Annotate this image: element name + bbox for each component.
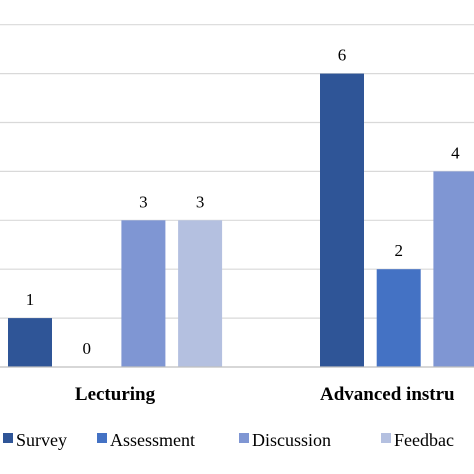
legend-swatch (3, 433, 13, 443)
bar-assessment-advanced-instru (376, 269, 421, 367)
bar-survey-lecturing (8, 318, 52, 367)
category-labels: Lecturing Advanced instru (75, 384, 455, 405)
legend-label: Discussion (252, 430, 331, 450)
legend-item-feedbac: Feedbac (381, 430, 454, 450)
gridlines (0, 24, 474, 319)
data-label-assessment-advanced-instru: 2 (394, 241, 403, 260)
legend-label: Feedbac (394, 430, 454, 450)
legend-swatch (239, 433, 249, 443)
data-label-discussion-lecturing: 3 (139, 192, 148, 211)
bar-feedbac-lecturing (178, 220, 223, 367)
legend-item-survey: Survey (3, 430, 67, 450)
data-label-assessment-lecturing: 0 (82, 339, 91, 358)
bar-discussion-lecturing (121, 220, 166, 367)
data-label-feedbac-lecturing: 3 (196, 192, 205, 211)
legend-item-discussion: Discussion (239, 430, 331, 450)
data-label-survey-lecturing: 1 (26, 290, 35, 309)
bar-survey-advanced-instru (320, 73, 364, 367)
legend-swatch (381, 433, 391, 443)
legend-swatch (97, 433, 107, 443)
legend-item-assessment: Assessment (97, 430, 195, 450)
legend: Survey Assessment Discussion Feedbac (3, 430, 454, 450)
category-label-lecturing: Lecturing (75, 384, 156, 405)
category-label-advanced-instru: Advanced instru (320, 384, 455, 405)
bars (8, 73, 474, 367)
legend-label: Assessment (110, 430, 195, 450)
data-label-discussion-advanced-instru: 4 (451, 143, 460, 162)
data-label-survey-advanced-instru: 6 (338, 46, 347, 65)
data-labels: 1 0 3 3 6 2 4 (26, 46, 460, 358)
bar-discussion-advanced-instru (433, 171, 474, 367)
legend-label: Survey (16, 430, 67, 450)
